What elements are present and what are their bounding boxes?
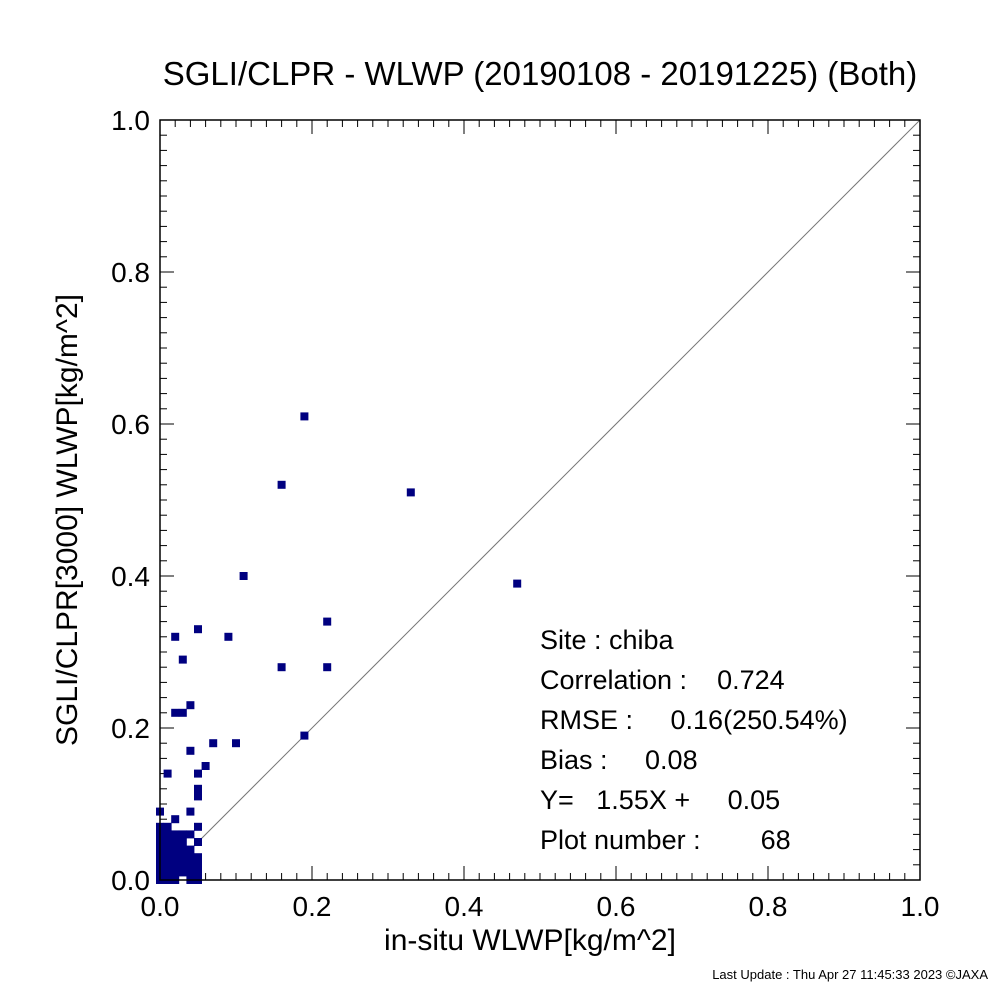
x-tick-label: 0.6 <box>597 891 636 922</box>
data-point <box>186 830 195 839</box>
data-point <box>178 708 187 717</box>
data-point <box>239 572 248 580</box>
data-point <box>194 853 202 862</box>
data-point <box>194 822 202 831</box>
y-axis-title: SGLI/CLPR[3000] WLWP[kg/m^2] <box>51 294 84 746</box>
stat-bias: Bias : 0.08 <box>540 745 698 775</box>
data-point <box>277 663 286 672</box>
data-point <box>201 762 210 770</box>
data-point <box>194 769 202 778</box>
y-tick-label: 0.4 <box>111 561 150 592</box>
data-point <box>194 838 202 846</box>
plot-frame <box>159 119 921 881</box>
data-point <box>224 632 233 641</box>
data-point <box>323 663 332 672</box>
stat-plot-number: Plot number : 68 <box>540 825 791 855</box>
data-point <box>406 488 415 497</box>
data-point <box>178 860 187 869</box>
chart-title: SGLI/CLPR - WLWP (20190108 - 20191225) (… <box>162 55 918 92</box>
stat-correlation: Correlation : 0.724 <box>540 665 785 695</box>
data-point <box>171 632 180 641</box>
x-tick-label: 0.0 <box>141 891 180 922</box>
data-point <box>209 739 218 748</box>
data-point <box>171 815 180 824</box>
data-point <box>186 853 195 862</box>
data-point <box>171 853 180 862</box>
data-point <box>163 769 172 778</box>
data-point <box>178 853 187 862</box>
y-tick-labels: 0.0 0.2 0.4 0.6 0.8 1.0 <box>111 105 150 896</box>
x-tick-label: 0.4 <box>445 891 484 922</box>
data-point <box>178 655 187 664</box>
data-point <box>171 838 180 846</box>
data-point <box>300 731 309 740</box>
y-tick-label: 0.6 <box>111 409 150 440</box>
stats-annotation: Site : chiba Correlation : 0.724 RMSE : … <box>540 625 848 855</box>
y-tick-label: 0.0 <box>111 865 150 896</box>
data-point <box>186 807 195 816</box>
data-point <box>163 830 172 839</box>
x-tick-label: 1.0 <box>901 891 940 922</box>
x-axis-title: in-situ WLWP[kg/m^2] <box>384 924 676 957</box>
data-point <box>194 860 202 869</box>
y-tick-label: 1.0 <box>111 105 150 136</box>
data-point <box>277 480 286 489</box>
data-point <box>194 868 202 877</box>
data-point <box>513 579 522 588</box>
data-point <box>171 845 180 854</box>
tick-marks <box>159 119 921 881</box>
data-point <box>171 860 180 869</box>
data-point <box>300 412 309 421</box>
data-point <box>171 868 180 877</box>
one-to-one-line <box>159 119 921 881</box>
data-point <box>171 708 180 717</box>
data-point <box>186 868 195 877</box>
data-point <box>178 868 187 877</box>
last-update-footer: Last Update : Thu Apr 27 11:45:33 2023 ©… <box>712 967 988 982</box>
data-point <box>178 845 187 854</box>
data-point <box>163 838 172 846</box>
stat-regression: Y= 1.55X + 0.05 <box>540 785 780 815</box>
data-point <box>163 860 172 869</box>
data-points <box>156 412 522 884</box>
data-point <box>194 792 202 801</box>
data-point <box>171 830 180 839</box>
data-point <box>163 868 172 877</box>
y-tick-label: 0.8 <box>111 257 150 288</box>
data-point <box>163 822 172 831</box>
x-tick-labels: 0.0 0.2 0.4 0.6 0.8 1.0 <box>141 891 940 922</box>
x-tick-label: 0.2 <box>293 891 332 922</box>
data-point <box>178 830 187 839</box>
data-point <box>163 853 172 862</box>
data-point <box>186 845 195 854</box>
data-point <box>186 746 195 755</box>
data-point <box>194 625 202 634</box>
data-point <box>194 784 202 793</box>
stat-site: Site : chiba <box>540 625 675 655</box>
data-point <box>323 617 332 626</box>
data-point <box>163 845 172 854</box>
data-point <box>186 701 195 710</box>
x-tick-label: 0.8 <box>749 891 788 922</box>
stat-rmse: RMSE : 0.16(250.54%) <box>540 705 848 735</box>
data-point <box>186 860 195 869</box>
y-tick-label: 0.2 <box>111 713 150 744</box>
data-point <box>178 838 187 846</box>
data-point <box>232 739 240 748</box>
